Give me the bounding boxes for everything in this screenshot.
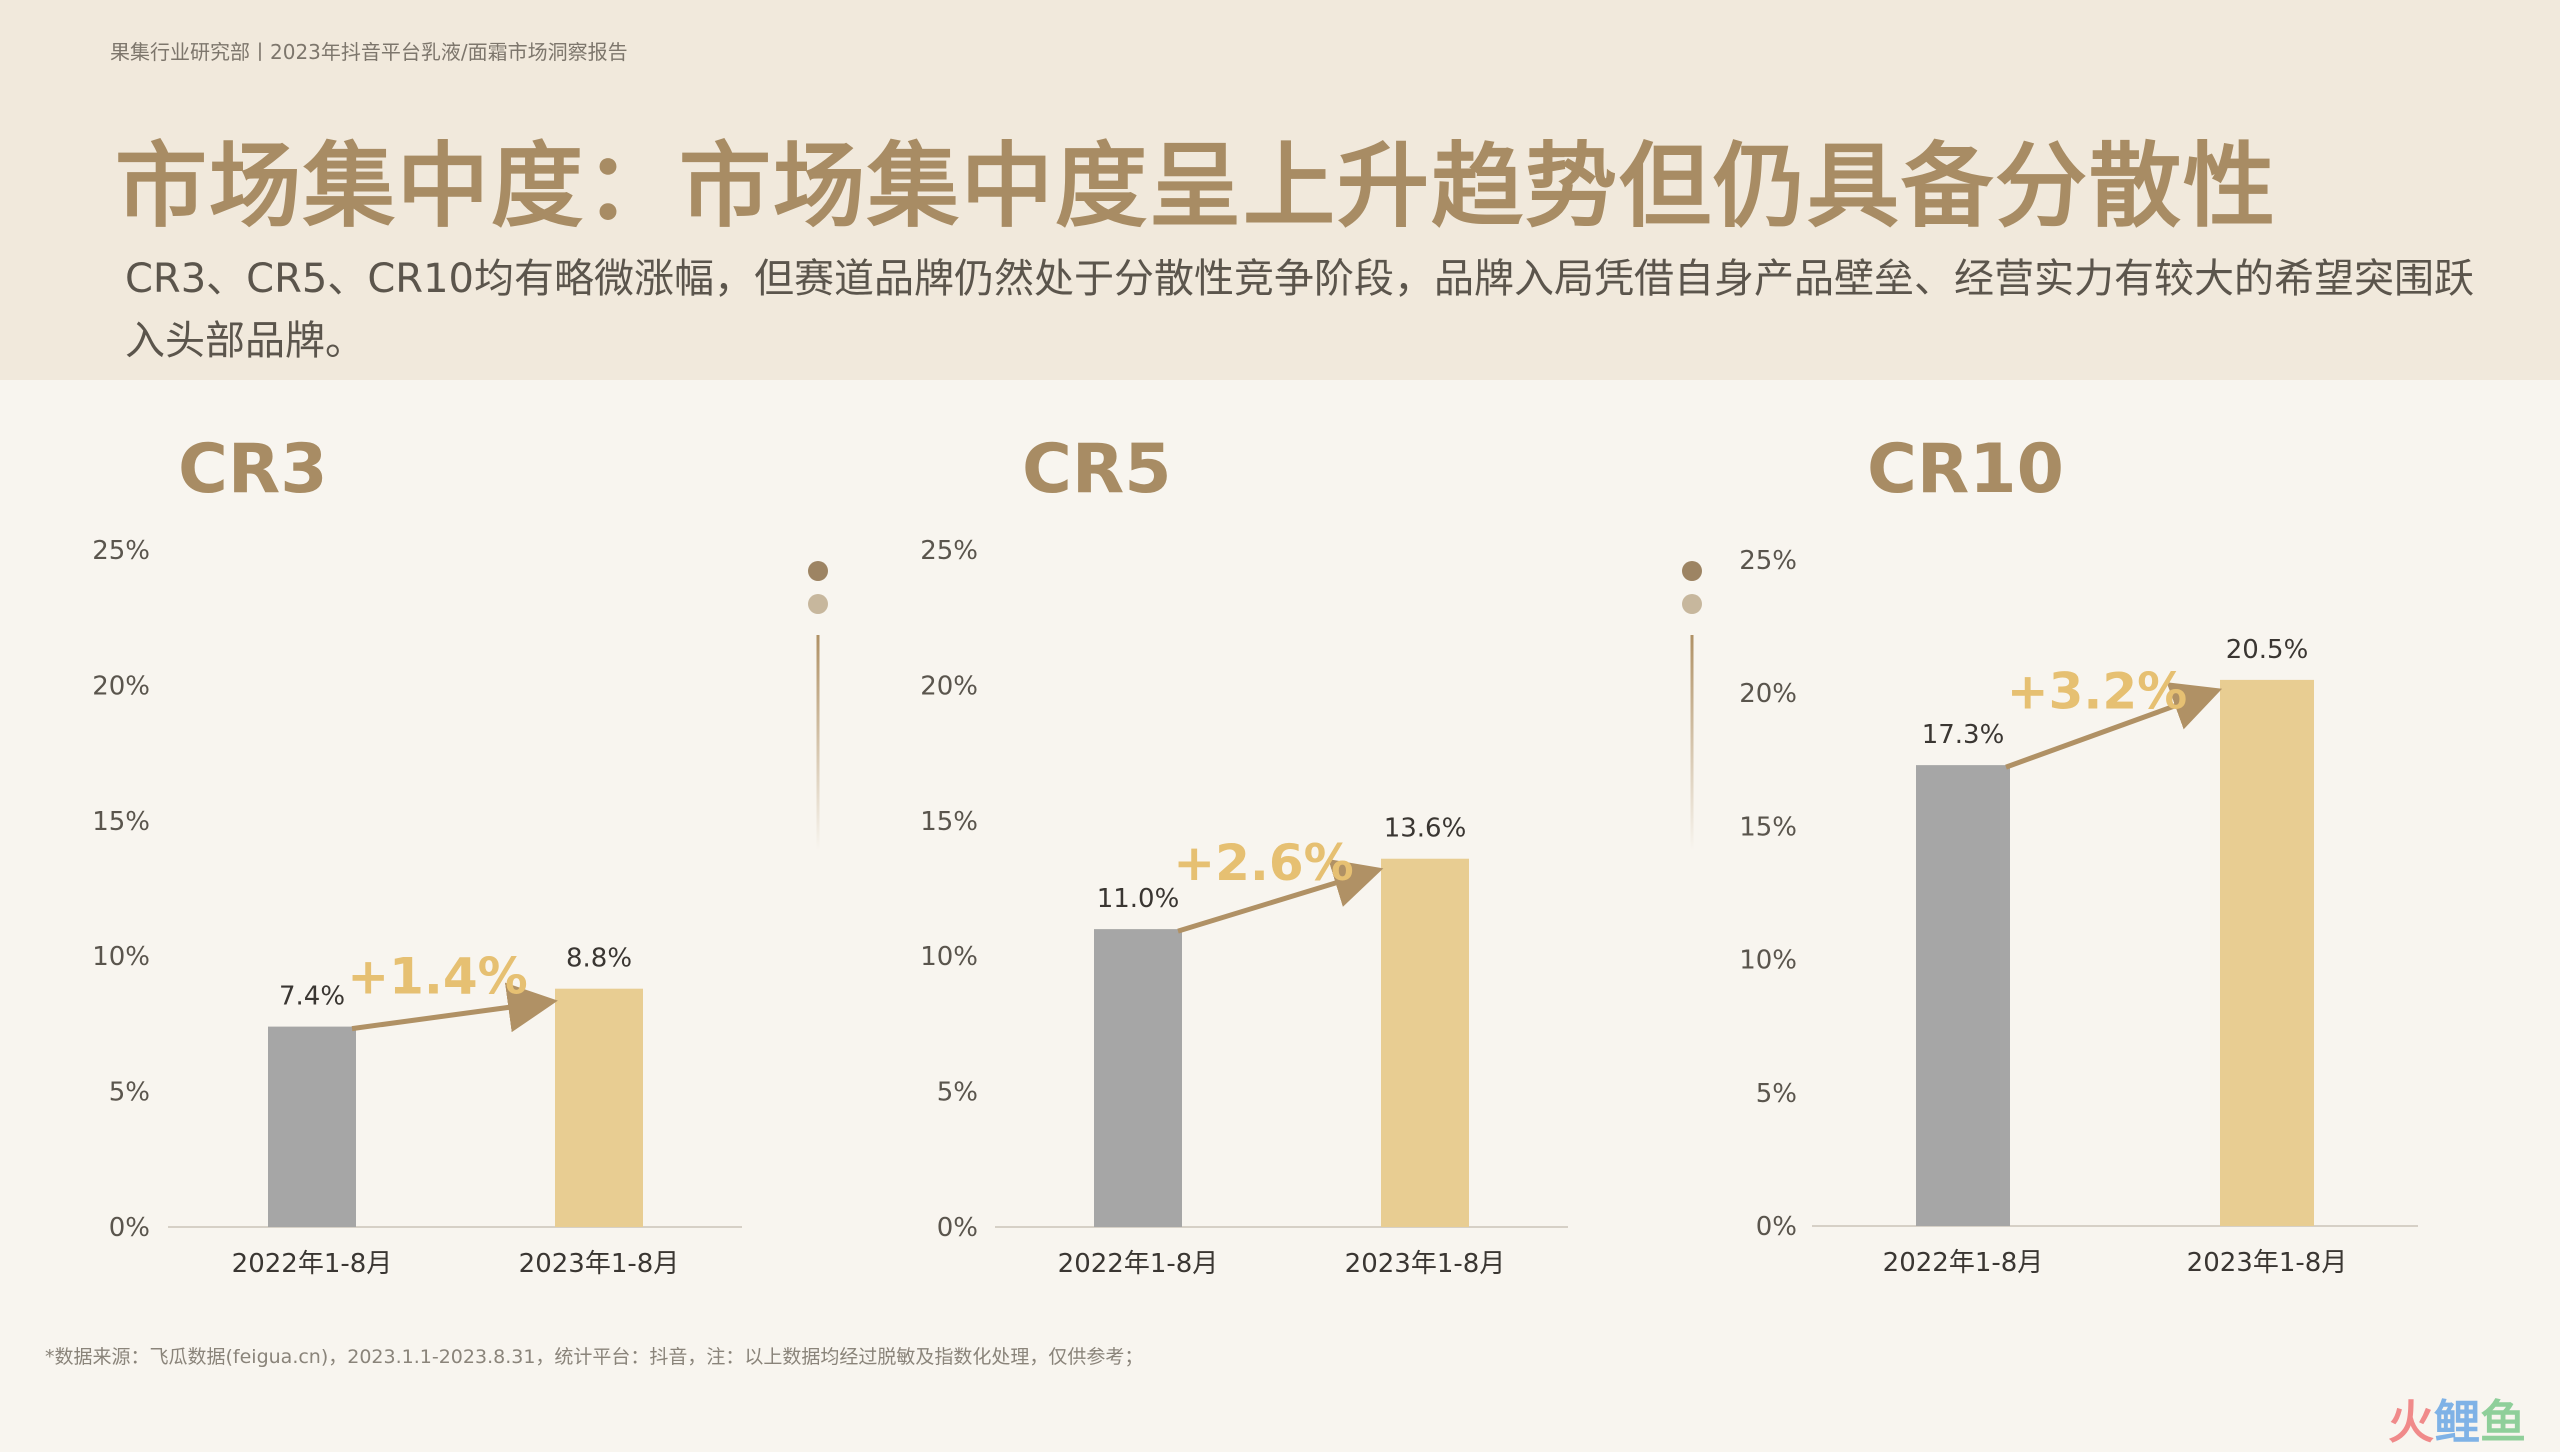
cr3-x-tick-label-2: 2023年1-8月	[519, 1249, 680, 1279]
cr10-chart-title: CR10	[1867, 430, 2064, 509]
cr5-ytick-label: 15%	[920, 807, 978, 837]
cr3-ytick-label: 0%	[109, 1213, 150, 1243]
cr10-bar-2	[2220, 679, 2314, 1226]
cr3-chart-title: CR3	[178, 430, 328, 509]
cr3-bar-2	[555, 988, 643, 1227]
cr3-growth-arrow	[351, 982, 558, 1033]
cr5-value-label-1: 11.0%	[1097, 884, 1180, 914]
cr5-growth-arrow	[1177, 859, 1384, 934]
header-band: 果集行业研究部丨2023年抖音平台乳液/面霜市场洞察报告 市场集中度：市场集中度…	[0, 0, 2560, 380]
cr10-ytick-label: 0%	[1756, 1212, 1797, 1242]
cr10-growth-arrow	[2005, 682, 2223, 770]
brand-logo: 火鲤鱼	[2388, 1386, 2526, 1452]
cr5-x-tick-label-2: 2023年1-8月	[1345, 1249, 1506, 1279]
logo-char-3: 鱼	[2480, 1395, 2526, 1449]
breadcrumb: 果集行业研究部丨2023年抖音平台乳液/面霜市场洞察报告	[110, 40, 628, 64]
cr10-value-label-1: 17.3%	[1922, 720, 2005, 750]
cr3-bar-1	[268, 1026, 356, 1227]
page-subtitle: CR3、CR5、CR10均有略微涨幅，但赛道品牌仍然处于分散性竞争阶段，品牌入局…	[125, 256, 2474, 364]
cr5-chart-title: CR5	[1022, 430, 1172, 509]
cr10-ytick-label: 5%	[1756, 1079, 1797, 1109]
separator-dot-1	[808, 561, 828, 581]
footnote: *数据来源：飞瓜数据(feigua.cn)，2023.1.1-2023.8.31…	[45, 1346, 1144, 1368]
cr5-value-label-2: 13.6%	[1384, 814, 1467, 844]
cr10-ytick-label: 10%	[1739, 946, 1797, 976]
logo-char-2: 鲤	[2434, 1395, 2480, 1449]
separator-dot-light-1	[808, 594, 828, 614]
separator-dot-light-2	[1682, 594, 1702, 614]
cr10-bar-1	[1916, 765, 2010, 1226]
cr5-ytick-label: 25%	[920, 536, 978, 566]
cr5-ytick-label: 20%	[920, 671, 978, 701]
cr10-x-tick-label-2: 2023年1-8月	[2187, 1248, 2348, 1278]
charts-area: CR3 0% 5% 10% 15% 20% 25% 7.4% 2022年1-8月 8.8% 2023…	[92, 430, 2418, 1279]
page-title: 市场集中度：市场集中度呈上升趋势但仍具备分散性	[115, 133, 2278, 240]
cr5-growth-label: +2.6%	[1173, 834, 1354, 892]
cr5-ytick-label: 10%	[920, 942, 978, 972]
cr3-ytick-label: 25%	[92, 536, 150, 566]
separator-dot-2	[1682, 561, 1702, 581]
cr3-ytick-label: 20%	[92, 671, 150, 701]
cr5-x-tick-label-1: 2022年1-8月	[1058, 1249, 1219, 1279]
separator-line-1	[816, 635, 820, 850]
cr10-value-label-2: 20.5%	[2226, 635, 2309, 665]
cr3-x-tick-label-1: 2022年1-8月	[232, 1249, 393, 1279]
cr5-bar-1	[1094, 929, 1182, 1227]
logo-char-1: 火	[2388, 1395, 2434, 1449]
cr3-ytick-label: 5%	[109, 1078, 150, 1108]
cr3-value-label-1: 7.4%	[279, 982, 345, 1012]
separator-line-2	[1690, 635, 1694, 850]
cr10-ytick-label: 15%	[1739, 812, 1797, 842]
cr10-growth-label: +3.2%	[2007, 663, 2188, 721]
cr10-ytick-label: 25%	[1739, 546, 1797, 576]
cr3-ytick-label: 10%	[92, 942, 150, 972]
cr5-bar-2	[1381, 858, 1469, 1227]
cr5-ytick-label: 0%	[937, 1213, 978, 1243]
cr5-ytick-label: 5%	[937, 1078, 978, 1108]
cr3-growth-label: +1.4%	[347, 948, 528, 1006]
cr3-ytick-label: 15%	[92, 807, 150, 837]
cr3-value-label-2: 8.8%	[566, 944, 632, 974]
cr10-x-tick-label-1: 2022年1-8月	[1883, 1248, 2044, 1278]
cr10-ytick-label: 20%	[1739, 679, 1797, 709]
